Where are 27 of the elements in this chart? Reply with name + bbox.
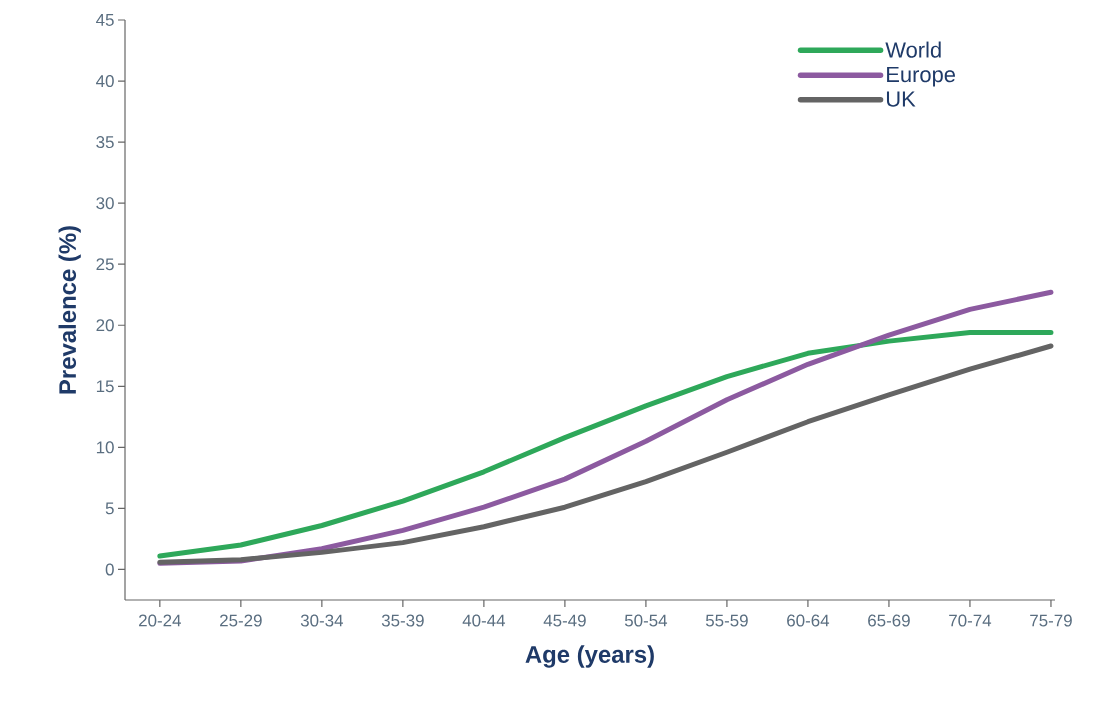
x-tick-label: 75-79	[1030, 614, 1072, 627]
x-tick-label: 45-49	[543, 614, 586, 627]
x-tick-label: 40-44	[462, 614, 506, 627]
y-tick-label: 0	[105, 563, 114, 576]
y-tick-label: 10	[96, 441, 114, 454]
legend-label: UK	[886, 91, 916, 107]
y-tick-label: 45	[96, 14, 114, 26]
x-tick-label: 35-39	[381, 614, 424, 627]
x-tick-label: 20-24	[139, 614, 181, 627]
legend-label: Europe	[887, 66, 955, 87]
y-tick-label: 15	[96, 380, 114, 393]
y-tick-label: 5	[105, 502, 114, 515]
x-tick-label: 25-29	[220, 614, 262, 627]
x-axis-title: Age (years)	[525, 645, 654, 668]
x-tick-label: 30-34	[300, 614, 344, 627]
x-tick-label: 50-54	[624, 614, 668, 627]
y-axis-title: Prevalence (%)	[58, 226, 81, 394]
y-tick-label: 35	[96, 136, 114, 149]
y-tick-label: 30	[96, 197, 114, 210]
legend-label: World	[885, 41, 941, 58]
y-tick-label: 25	[96, 258, 114, 271]
x-tick-label: 55-59	[705, 614, 748, 627]
y-tick-label: 20	[96, 319, 114, 332]
x-tick-label: 70-74	[949, 614, 992, 627]
x-tick-label: 65-69	[868, 614, 910, 627]
x-tick-label: 60-64	[787, 614, 830, 627]
y-tick-label: 40	[96, 75, 114, 88]
